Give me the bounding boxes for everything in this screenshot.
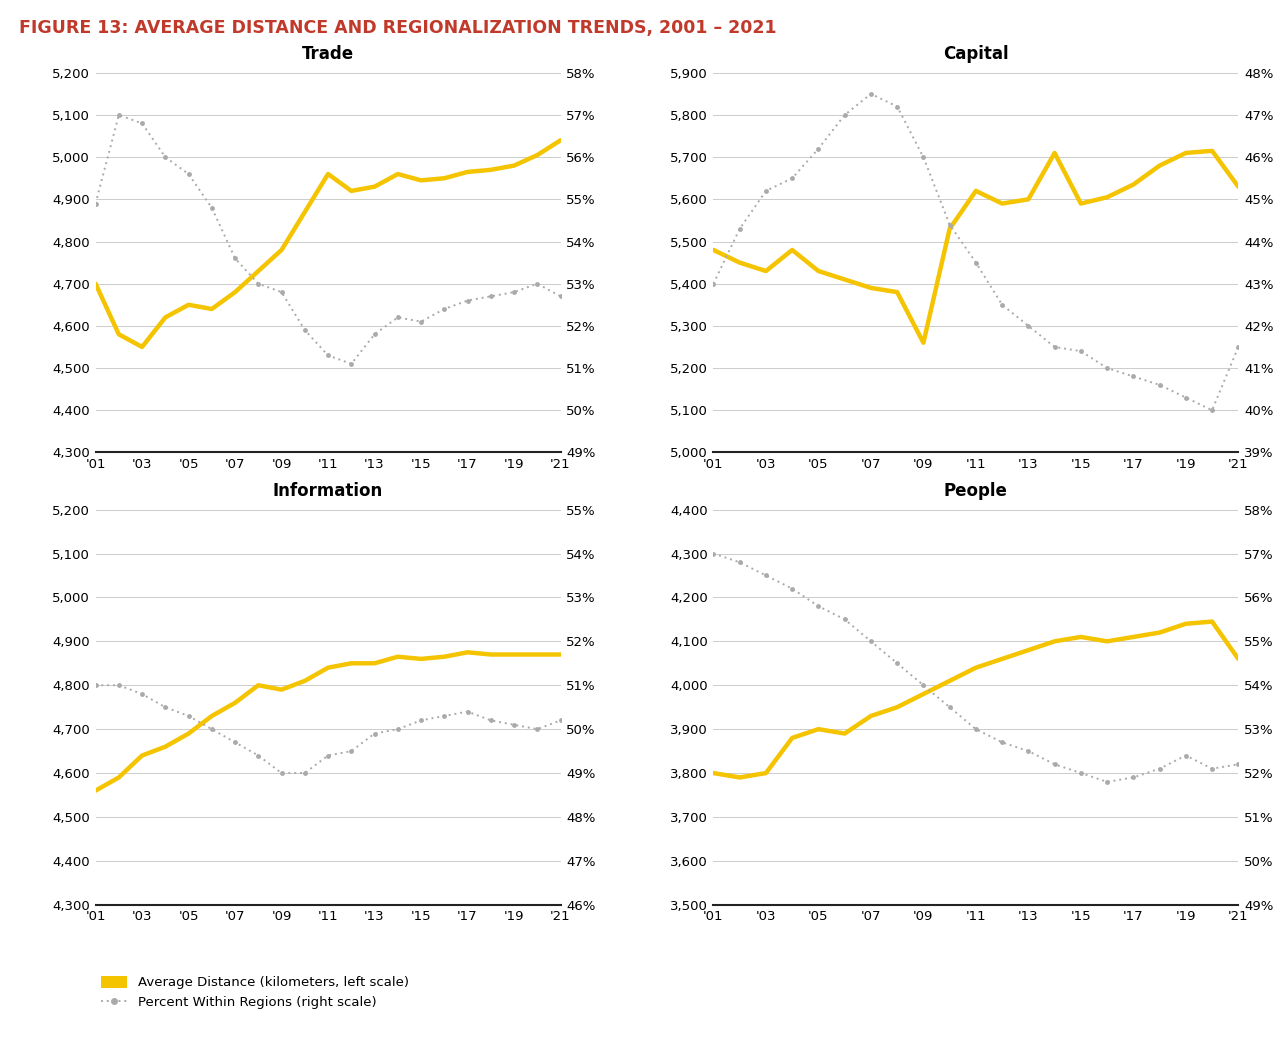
Title: Capital: Capital bbox=[943, 45, 1009, 62]
Title: People: People bbox=[944, 482, 1008, 499]
Title: Trade: Trade bbox=[302, 45, 354, 62]
Title: Information: Information bbox=[273, 482, 383, 499]
Legend: Average Distance (kilometers, left scale), Percent Within Regions (right scale): Average Distance (kilometers, left scale… bbox=[96, 970, 414, 1015]
Text: FIGURE 13: AVERAGE DISTANCE AND REGIONALIZATION TRENDS, 2001 – 2021: FIGURE 13: AVERAGE DISTANCE AND REGIONAL… bbox=[19, 19, 777, 36]
